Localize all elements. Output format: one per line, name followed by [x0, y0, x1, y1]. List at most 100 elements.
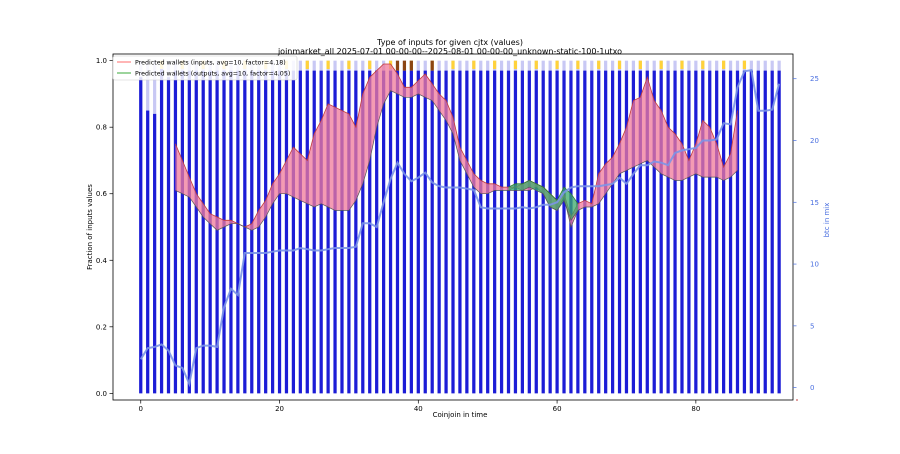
bar-87	[742, 70, 747, 394]
bar-22	[291, 70, 296, 394]
bar-top-69	[617, 60, 622, 69]
bar-39	[409, 70, 413, 394]
bar-45	[451, 70, 455, 394]
bar-66	[597, 70, 601, 394]
bar-18	[264, 70, 268, 394]
bar-top-75	[659, 60, 663, 69]
bar-19	[270, 70, 275, 394]
bar-top-78	[680, 60, 684, 69]
bar-41	[423, 70, 427, 394]
bar-13	[229, 70, 233, 394]
bar-83	[715, 70, 719, 394]
bar-4	[166, 77, 171, 394]
bar-50	[486, 70, 490, 394]
bar-75	[659, 70, 663, 394]
series-outputs-lower-line	[508, 186, 579, 222]
bar-55	[520, 70, 524, 394]
legend: Predicted wallets (inputs, avg=10, facto…	[112, 55, 298, 81]
chart-title: Type of inputs for given cjtx (values)	[377, 38, 523, 47]
plot-frame	[112, 53, 794, 401]
bar-85	[728, 70, 733, 394]
bar-15	[243, 70, 247, 394]
y-tick-label-0.2: 0.2	[96, 323, 107, 331]
bar-77	[673, 70, 677, 394]
y-tick-label-0.6: 0.6	[96, 190, 108, 198]
bar-9	[201, 70, 205, 394]
bar-top-33	[368, 60, 372, 69]
corner-marker	[796, 399, 798, 401]
bar-30	[347, 70, 351, 394]
x-tick-label-0: 0	[139, 405, 143, 413]
bar-47	[465, 70, 469, 394]
series-inputs-upper-line	[175, 63, 738, 228]
bar-56	[527, 70, 531, 394]
y2-tick-label-25: 25	[810, 75, 819, 83]
bar-24	[305, 70, 309, 394]
bar-89	[756, 70, 760, 394]
bar-48	[472, 70, 476, 394]
bar-top-45	[451, 60, 455, 69]
bar-67	[604, 70, 608, 394]
bar-42	[430, 70, 434, 394]
y2-tick-label-10: 10	[810, 261, 819, 269]
bar-11	[215, 70, 219, 394]
legend-label-inputs: Predicted wallets (inputs, avg=10, facto…	[135, 60, 286, 67]
bar-92	[777, 70, 781, 394]
bar-65	[590, 70, 594, 394]
bars-layer	[139, 60, 781, 394]
y-tick-label-0.0: 0.0	[96, 390, 107, 398]
bar-73	[645, 70, 649, 394]
bar-35	[382, 70, 386, 394]
bar-76	[666, 70, 670, 394]
bar-16	[250, 70, 254, 394]
y-axis-label: Fraction of inputs values	[86, 184, 94, 270]
bar-70	[624, 70, 629, 394]
bar-7	[187, 70, 191, 394]
bar-top-brown-37	[395, 60, 400, 71]
bar-31	[354, 70, 358, 394]
bar-33	[368, 70, 372, 394]
y2-tick-label-5: 5	[810, 322, 814, 330]
bar-57	[534, 70, 538, 394]
bar-80	[694, 70, 698, 394]
y2-tick-label-0: 0	[810, 384, 814, 392]
fill-layer	[175, 63, 738, 231]
bar-72	[638, 70, 642, 394]
bar-0	[139, 77, 143, 394]
bar-74	[652, 70, 656, 394]
bar-1	[146, 110, 150, 394]
bar-43	[437, 70, 441, 394]
bar-71	[631, 70, 636, 394]
series-outputs-upper-line	[508, 179, 579, 204]
bar-2	[153, 113, 157, 394]
bar-26	[319, 70, 323, 394]
bar-5	[173, 70, 178, 394]
x-axis-label: Coinjoin in time	[433, 411, 488, 419]
x-tick-label-20: 20	[275, 405, 284, 413]
legend-box	[112, 55, 298, 81]
y2-tick-label-20: 20	[810, 137, 819, 145]
bar-52	[499, 70, 504, 394]
bar-6	[180, 70, 184, 394]
bar-58	[541, 70, 545, 394]
bar-23	[298, 70, 302, 394]
bar-49	[479, 70, 483, 394]
bar-82	[708, 70, 712, 394]
bar-top-brown-38	[402, 60, 407, 71]
bar-40	[416, 70, 420, 394]
x-tick-label-60: 60	[553, 405, 562, 413]
line-layer	[139, 68, 781, 388]
series-btc-in-mix-line	[139, 68, 781, 388]
x-tick-label-40: 40	[414, 405, 423, 413]
bar-54	[513, 70, 518, 394]
bar-top-60	[555, 60, 559, 69]
bar-3	[159, 67, 164, 394]
y-tick-label-0.4: 0.4	[96, 257, 108, 265]
bar-top-72	[638, 60, 642, 69]
bar-86	[735, 70, 740, 394]
y2-axis-label: btc in mix	[823, 203, 831, 238]
bar-12	[222, 70, 226, 394]
bar-46	[458, 70, 462, 394]
bar-top-87	[742, 60, 747, 69]
